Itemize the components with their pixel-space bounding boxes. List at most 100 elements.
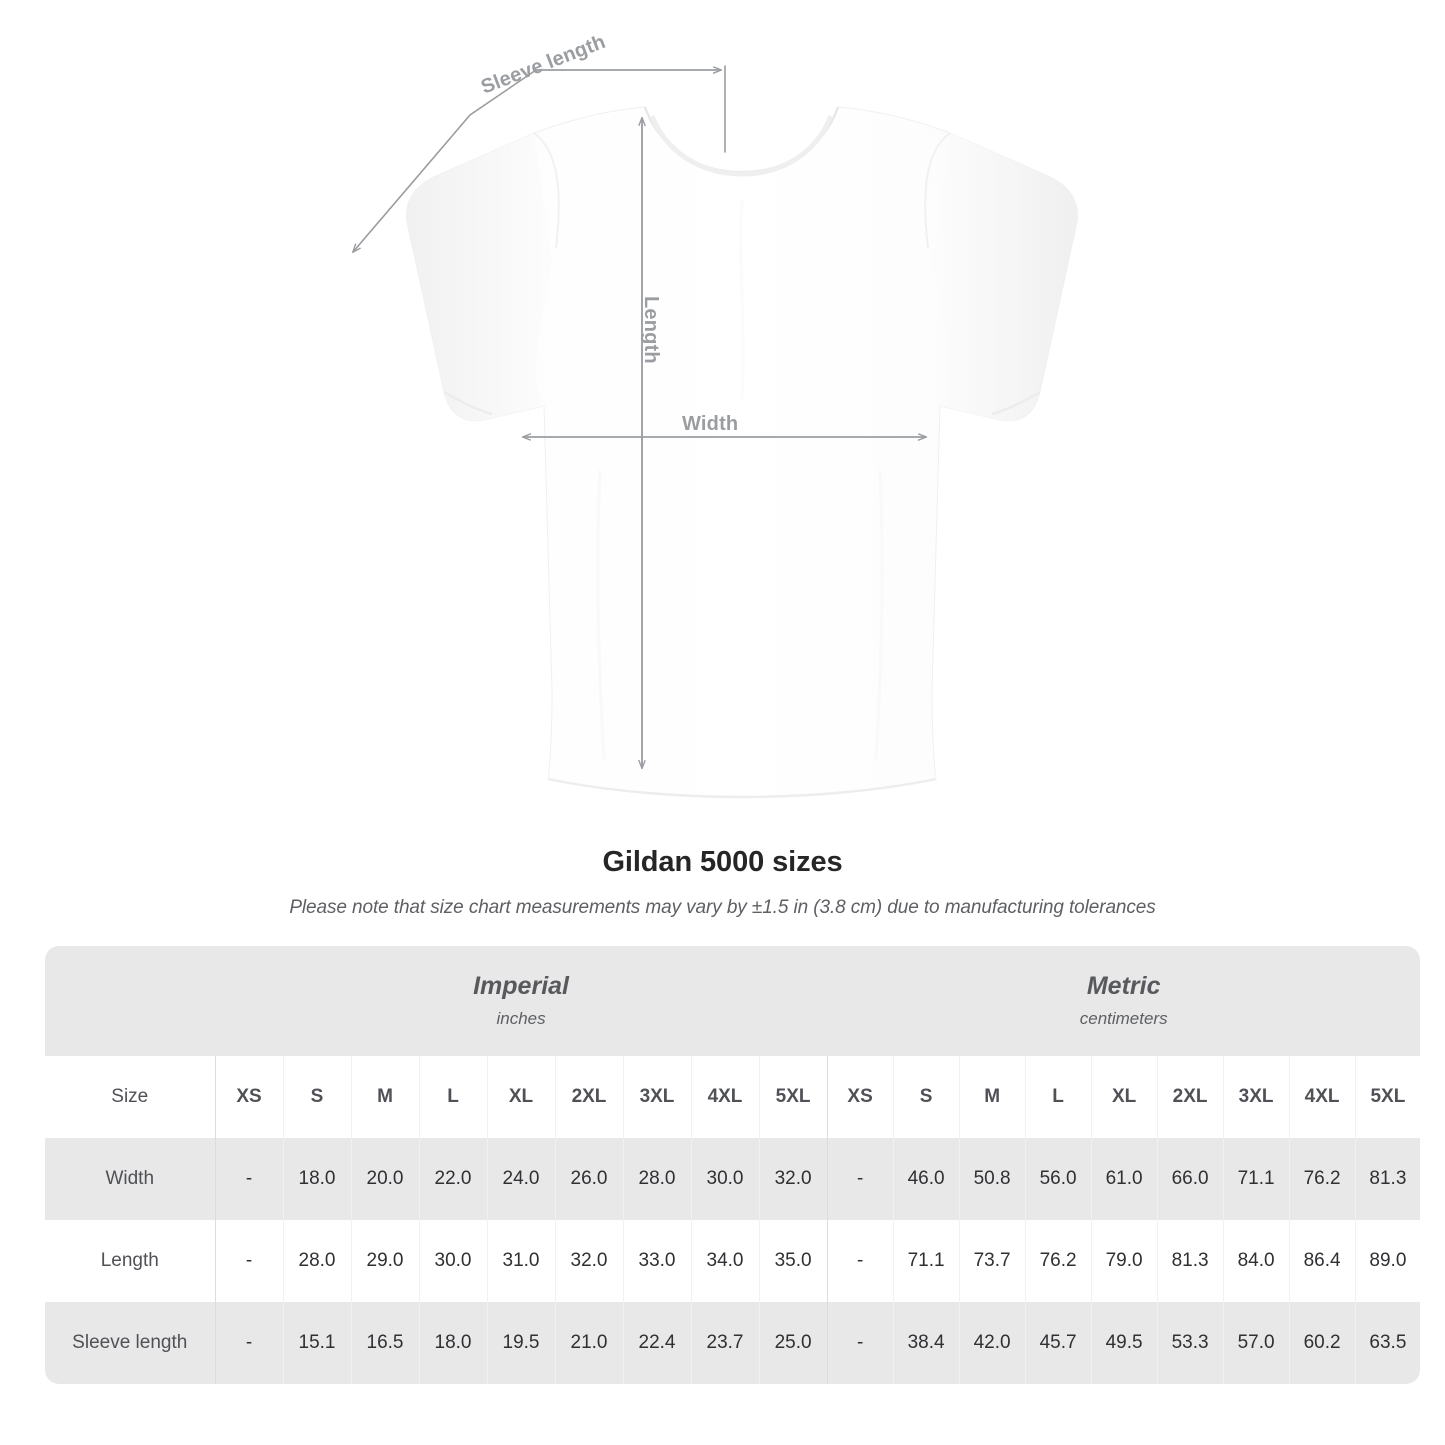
sleeve-met-3xl: 57.0 xyxy=(1222,1302,1290,1384)
length-met-4xl: 86.4 xyxy=(1288,1220,1356,1302)
length-met-l: 76.2 xyxy=(1024,1220,1092,1302)
page-title: Gildan 5000 sizes xyxy=(602,846,843,878)
row-label-sleeve-length: Sleeve length xyxy=(45,1302,215,1384)
length-met-xs: - xyxy=(826,1220,894,1302)
sleeve-imp-s: 15.1 xyxy=(282,1302,351,1384)
sleeve-imp-3xl: 22.4 xyxy=(622,1302,691,1384)
size-header-imp-2xl: 2XL xyxy=(554,1056,623,1138)
size-header-met-m: M xyxy=(958,1056,1026,1138)
sleeve-imp-l: 18.0 xyxy=(418,1302,487,1384)
length-imp-4xl: 34.0 xyxy=(690,1220,759,1302)
metric-system-name: Metric xyxy=(1086,971,1161,1000)
table-row-length: Length - 28.0 29.0 30.0 31.0 32.0 33.0 3… xyxy=(45,1220,1421,1302)
size-header-met-3xl: 3XL xyxy=(1222,1056,1290,1138)
width-met-l: 56.0 xyxy=(1024,1138,1092,1220)
width-met-xl: 61.0 xyxy=(1090,1138,1158,1220)
sleeve-met-l: 45.7 xyxy=(1024,1302,1092,1384)
size-header-met-4xl: 4XL xyxy=(1288,1056,1356,1138)
length-imp-3xl: 33.0 xyxy=(622,1220,691,1302)
width-imp-4xl: 30.0 xyxy=(690,1138,759,1220)
width-dimension-label: Width xyxy=(682,413,739,435)
size-header-imp-xs: XS xyxy=(214,1056,283,1138)
length-met-3xl: 84.0 xyxy=(1222,1220,1290,1302)
tshirt-measurement-diagram: Sleeve length Length Width xyxy=(0,31,1078,799)
imperial-banner: Imperial inches xyxy=(215,946,828,1056)
sleeve-met-5xl: 63.5 xyxy=(1354,1302,1421,1384)
length-met-xl: 79.0 xyxy=(1090,1220,1158,1302)
width-met-2xl: 66.0 xyxy=(1156,1138,1224,1220)
sleeve-met-xl: 49.5 xyxy=(1090,1302,1158,1384)
tshirt-body-shape xyxy=(406,106,1078,799)
size-header-met-l: L xyxy=(1024,1056,1092,1138)
length-imp-5xl: 35.0 xyxy=(758,1220,828,1302)
table-row-width: Width - 18.0 20.0 22.0 24.0 26.0 28.0 30… xyxy=(45,1138,1421,1220)
width-imp-l: 22.0 xyxy=(418,1138,487,1220)
sleeve-met-4xl: 60.2 xyxy=(1288,1302,1356,1384)
width-imp-m: 20.0 xyxy=(350,1138,419,1220)
banner-empty-cell xyxy=(45,946,215,1056)
length-imp-s: 28.0 xyxy=(282,1220,351,1302)
width-met-xs: - xyxy=(826,1138,894,1220)
length-imp-xl: 31.0 xyxy=(486,1220,555,1302)
size-column-header: Size xyxy=(45,1056,215,1138)
table-row-sleeve-length: Sleeve length - 15.1 16.5 18.0 19.5 21.0… xyxy=(45,1302,1421,1384)
size-header-met-2xl: 2XL xyxy=(1156,1056,1224,1138)
width-met-3xl: 71.1 xyxy=(1222,1138,1290,1220)
size-table-container: Imperial inches Metric centimeters Size … xyxy=(45,946,1421,1384)
size-header-row: Size XS S M L XL 2XL 3XL 4XL 5XL XS S M … xyxy=(45,1056,1421,1138)
length-met-m: 73.7 xyxy=(958,1220,1026,1302)
width-imp-xs: - xyxy=(214,1138,283,1220)
size-header-imp-s: S xyxy=(282,1056,351,1138)
sleeve-met-m: 42.0 xyxy=(958,1302,1026,1384)
measurement-lines xyxy=(353,65,926,768)
size-header-imp-5xl: 5XL xyxy=(758,1056,828,1138)
length-imp-xs: - xyxy=(214,1220,283,1302)
imperial-system-name: Imperial xyxy=(473,971,569,1000)
row-label-width: Width xyxy=(45,1138,215,1220)
size-header-imp-xl: XL xyxy=(486,1056,555,1138)
unit-system-banner-row: Imperial inches Metric centimeters xyxy=(45,946,1421,1056)
length-dimension-label: Length xyxy=(640,296,662,364)
width-met-s: 46.0 xyxy=(892,1138,960,1220)
width-imp-s: 18.0 xyxy=(282,1138,351,1220)
length-imp-m: 29.0 xyxy=(350,1220,419,1302)
sleeve-imp-m: 16.5 xyxy=(350,1302,419,1384)
sleeve-imp-xl: 19.5 xyxy=(486,1302,555,1384)
metric-unit-name: centimeters xyxy=(1079,1009,1168,1029)
size-header-imp-4xl: 4XL xyxy=(690,1056,759,1138)
length-imp-l: 30.0 xyxy=(418,1220,487,1302)
row-label-length: Length xyxy=(45,1220,215,1302)
size-header-met-5xl: 5XL xyxy=(1354,1056,1421,1138)
sleeve-imp-4xl: 23.7 xyxy=(690,1302,759,1384)
width-imp-5xl: 32.0 xyxy=(758,1138,828,1220)
size-header-met-s: S xyxy=(892,1056,960,1138)
length-met-2xl: 81.3 xyxy=(1156,1220,1224,1302)
size-header-imp-l: L xyxy=(418,1056,487,1138)
chart-heading-block: Gildan 5000 sizes Please note that size … xyxy=(0,846,1445,919)
size-header-met-xs: XS xyxy=(826,1056,894,1138)
tshirt-illustration xyxy=(0,65,1078,799)
sleeve-imp-2xl: 21.0 xyxy=(554,1302,623,1384)
length-met-5xl: 89.0 xyxy=(1354,1220,1421,1302)
width-imp-3xl: 28.0 xyxy=(622,1138,691,1220)
sleeve-imp-5xl: 25.0 xyxy=(758,1302,828,1384)
imperial-unit-name: inches xyxy=(496,1009,546,1029)
sleeve-met-xs: - xyxy=(826,1302,894,1384)
size-header-imp-m: M xyxy=(350,1056,419,1138)
metric-banner: Metric centimeters xyxy=(827,946,1421,1056)
sleeve-met-2xl: 53.3 xyxy=(1156,1302,1224,1384)
tolerance-note: Please note that size chart measurements… xyxy=(289,897,1156,918)
width-imp-2xl: 26.0 xyxy=(554,1138,623,1220)
size-header-imp-3xl: 3XL xyxy=(622,1056,691,1138)
length-imp-2xl: 32.0 xyxy=(554,1220,623,1302)
width-met-m: 50.8 xyxy=(958,1138,1026,1220)
sleeve-imp-xs: - xyxy=(214,1302,283,1384)
size-chart-table: Imperial inches Metric centimeters Size … xyxy=(45,946,1421,1384)
width-met-4xl: 76.2 xyxy=(1288,1138,1356,1220)
width-imp-xl: 24.0 xyxy=(486,1138,555,1220)
length-met-s: 71.1 xyxy=(892,1220,960,1302)
size-header-met-xl: XL xyxy=(1090,1056,1158,1138)
sleeve-met-s: 38.4 xyxy=(892,1302,960,1384)
width-met-5xl: 81.3 xyxy=(1354,1138,1421,1220)
